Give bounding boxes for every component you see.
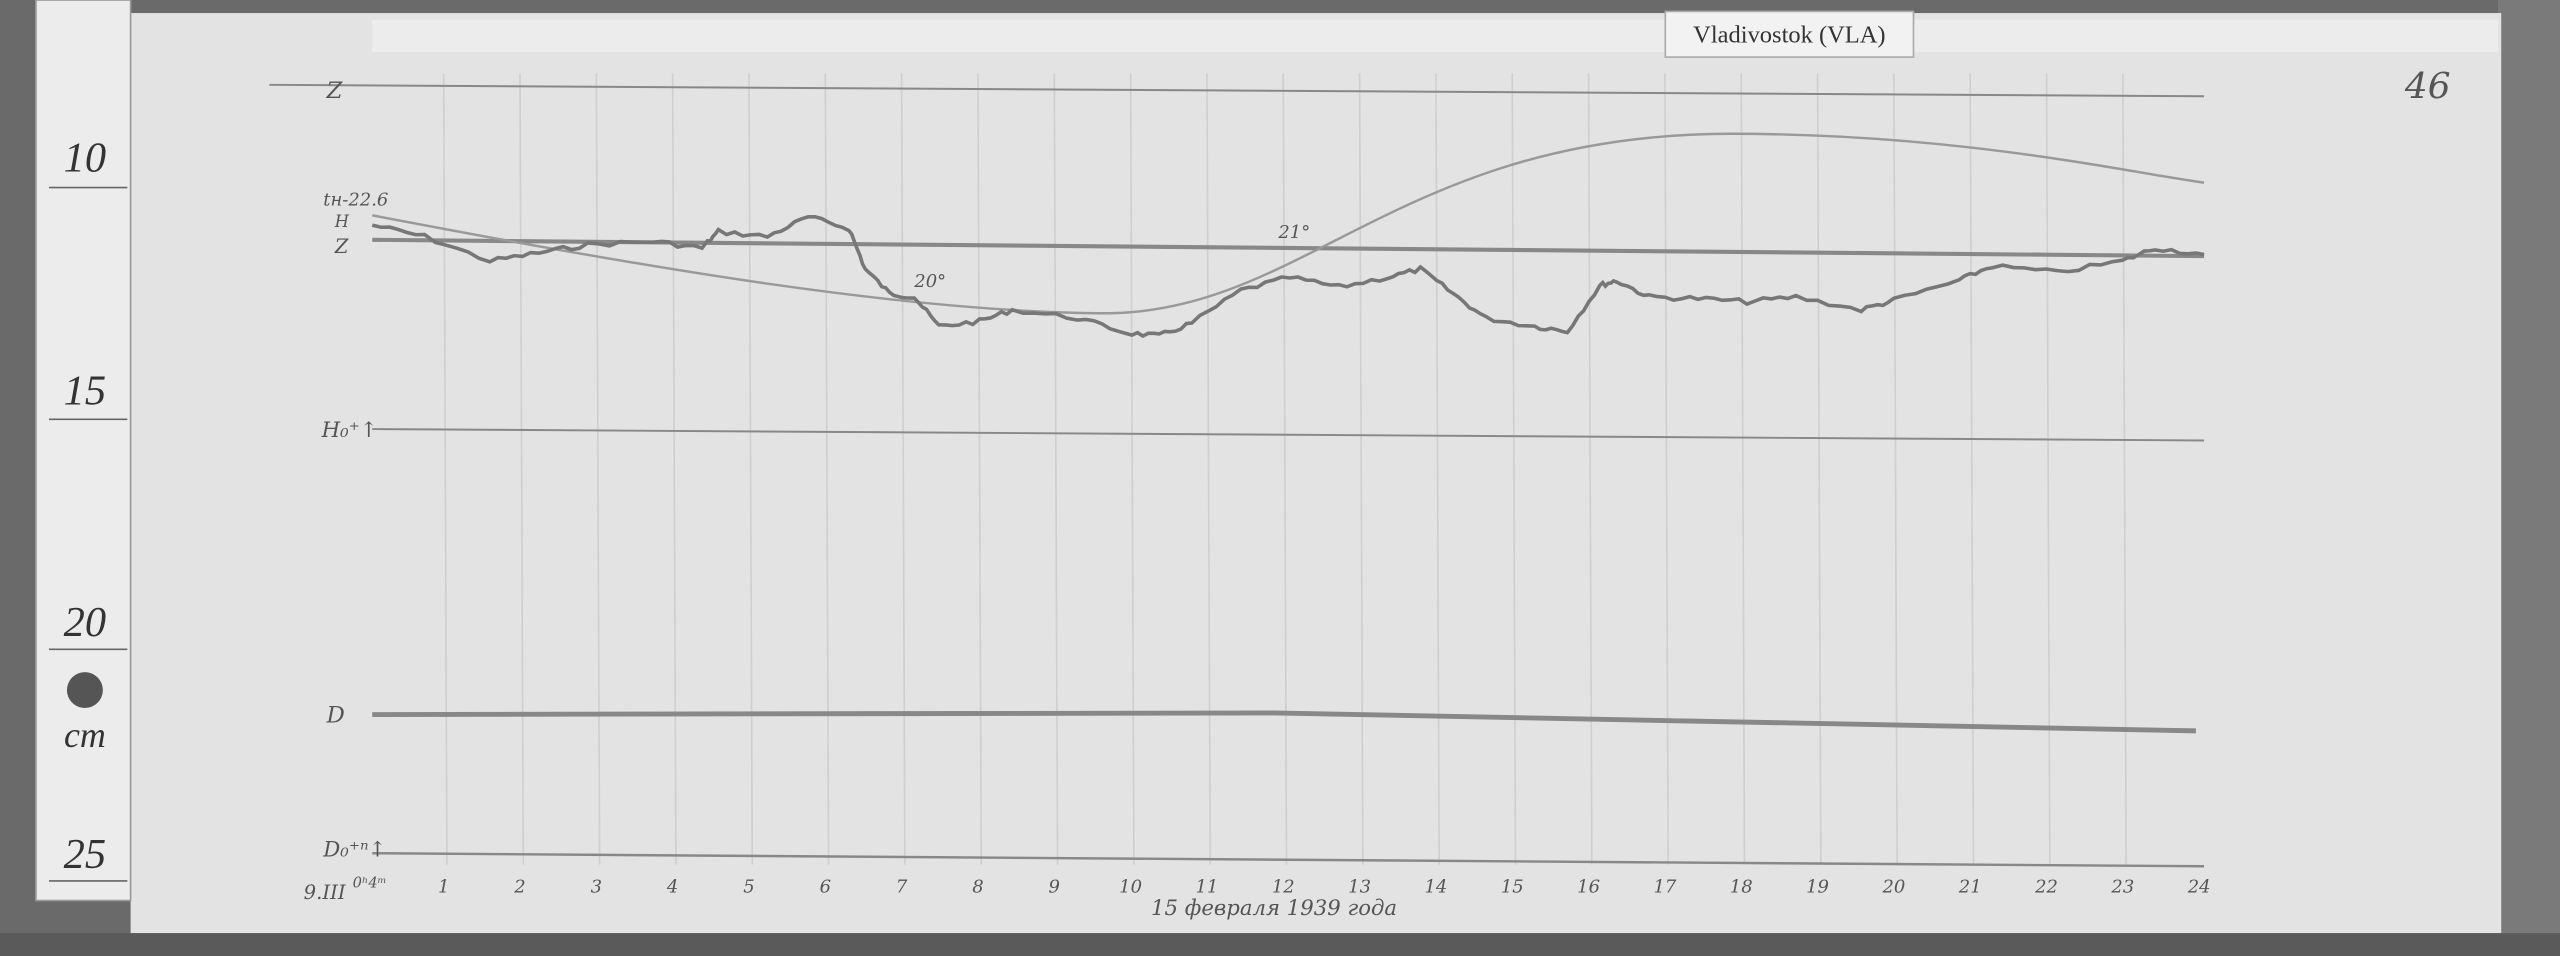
hour-label: 7 <box>896 876 908 897</box>
ruler-mark: 25 <box>64 831 106 878</box>
hour-label: 22 <box>2034 876 2058 897</box>
hour-label: 14 <box>1425 876 1448 897</box>
hour-line <box>824 73 830 865</box>
trace-label: H <box>334 212 350 231</box>
hour-line <box>519 73 525 865</box>
hour-line <box>2045 73 2051 865</box>
ruler-mark: 20 <box>64 599 106 646</box>
hour-label: 24 <box>2187 876 2211 897</box>
hour-line <box>595 73 601 865</box>
hour-label: 16 <box>1577 876 1600 897</box>
paper <box>130 13 2502 934</box>
station-tag <box>1664 10 1915 58</box>
hour-label: 18 <box>1730 876 1753 897</box>
tape <box>372 19 2498 53</box>
annotation: 20° <box>913 271 946 292</box>
trace-label: Z <box>334 235 349 258</box>
ruler <box>35 0 132 902</box>
hour-label: 9 <box>1049 876 1060 897</box>
hour-label: 3 <box>591 876 602 897</box>
wood <box>2497 0 2560 956</box>
hour-line <box>1282 73 1288 865</box>
hour-line <box>1053 73 1059 865</box>
hour-label: 21 <box>1958 876 1982 897</box>
hour-label: 2 <box>513 876 525 897</box>
hour-line <box>977 73 983 865</box>
trace-label: Z <box>326 78 344 104</box>
z-base <box>269 83 2205 98</box>
trace-label: D₀⁺ⁿ↑ <box>322 837 386 862</box>
hour-line <box>1664 73 1669 865</box>
hour-line <box>1969 73 1975 865</box>
hour-line <box>1206 73 1212 865</box>
ruler-mark: 10 <box>64 134 106 181</box>
d0-base <box>372 851 2205 868</box>
hour-grid <box>442 73 2127 865</box>
hour-label: 5 <box>743 876 754 897</box>
trace-label: H₀⁺↑ <box>321 418 378 443</box>
hour-label: 13 <box>1348 876 1371 897</box>
h-trace <box>371 215 2205 339</box>
h0-base <box>372 428 2205 442</box>
annotation: 0ʰ4ᵐ <box>353 874 387 891</box>
hour-line <box>1893 73 1898 865</box>
hour-line <box>1816 73 1822 865</box>
hour-label: 8 <box>972 876 983 897</box>
trace-label: D <box>326 703 345 729</box>
hour-label: 19 <box>1806 876 1829 897</box>
station-label: Vladivostok (VLA) <box>1693 21 1885 48</box>
ruler-mark: 15 <box>64 368 106 415</box>
hour-label: 6 <box>820 876 831 897</box>
date-annotation: 15 февраля 1939 года <box>1151 896 1397 921</box>
hour-label: 10 <box>1119 876 1142 897</box>
hour-label: 20 <box>1881 876 1905 897</box>
hour-line <box>748 73 754 865</box>
hour-line <box>671 73 677 865</box>
hour-line <box>900 73 906 865</box>
hour-label: 12 <box>1272 876 1295 897</box>
trace-label: tн-22.6 <box>323 190 388 211</box>
z-trace <box>372 132 2205 315</box>
ruler-ticks <box>48 186 128 882</box>
hour-line <box>1435 73 1440 865</box>
ruler-unit: cm <box>64 715 106 755</box>
hour-line <box>1511 73 1517 865</box>
hour-line <box>2122 73 2127 865</box>
annotation: 9.III <box>304 881 347 904</box>
page-number: 46 <box>2404 66 2451 107</box>
hour-line <box>442 73 448 865</box>
h-base <box>372 237 2205 259</box>
hour-label: 17 <box>1653 876 1676 897</box>
hour-labels: 1 2 3 4 5 6 7 8 9 10 11 12 13 14 15 16 17 18 19 20 21 22 23 24 <box>438 876 2211 897</box>
edge <box>0 933 2560 956</box>
hour-line <box>1129 73 1135 865</box>
hour-label: 1 <box>438 876 449 897</box>
hour-label: 15 <box>1501 876 1524 897</box>
hour-label: 4 <box>666 876 678 897</box>
hour-label: 11 <box>1196 876 1219 897</box>
d-trace <box>372 710 2196 734</box>
annotation: 21° <box>1277 222 1310 243</box>
hour-line <box>1358 73 1364 865</box>
hour-line <box>1587 73 1593 865</box>
ruler-icon <box>66 672 103 709</box>
traces <box>269 83 2205 868</box>
hour-line <box>1740 73 1746 865</box>
hour-label: 23 <box>2110 876 2134 897</box>
